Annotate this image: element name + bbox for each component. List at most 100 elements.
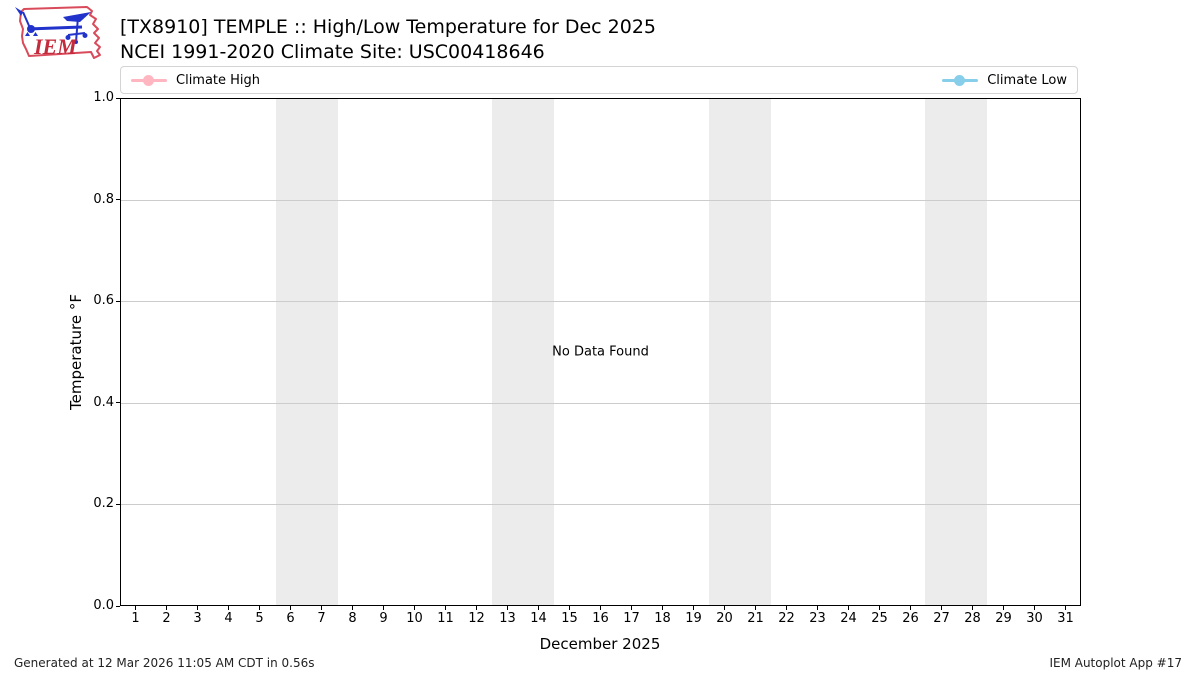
x-tick-label: 16 (592, 611, 609, 626)
x-tick-label: 4 (224, 611, 233, 626)
x-tick-label: 1 (131, 611, 140, 626)
x-tick-mark (352, 606, 353, 610)
x-tick-mark (786, 606, 787, 610)
x-tick-label: 26 (902, 611, 919, 626)
x-tick-mark (1065, 606, 1066, 610)
x-tick-mark (228, 606, 229, 610)
chart-title: [TX8910] TEMPLE :: High/Low Temperature … (120, 16, 657, 38)
x-tick-label: 23 (809, 611, 826, 626)
y-tick-label: 0.2 (93, 496, 114, 512)
legend-label-climate-high: Climate High (176, 72, 261, 88)
chart-subtitle: NCEI 1991-2020 Climate Site: USC00418646 (120, 41, 545, 63)
x-tick-label: 19 (685, 611, 702, 626)
x-tick-mark (724, 606, 725, 610)
x-tick-label: 25 (871, 611, 888, 626)
x-tick-mark (1034, 606, 1035, 610)
x-tick-label: 10 (406, 611, 423, 626)
x-tick-label: 24 (840, 611, 857, 626)
iem-logo: IEM (15, 6, 101, 59)
y-tick-mark (116, 402, 120, 404)
x-tick-label: 30 (1026, 611, 1043, 626)
y-axis-label: Temperature °F (67, 294, 85, 410)
no-data-message: No Data Found (552, 344, 649, 360)
x-tick-label: 11 (437, 611, 454, 626)
y-tick-label: 1.0 (93, 90, 114, 105)
x-tick-mark (693, 606, 694, 610)
app-credit: IEM Autoplot App #17 (1049, 656, 1182, 670)
x-tick-label: 27 (933, 611, 950, 626)
x-tick-mark (135, 606, 136, 610)
generated-timestamp: Generated at 12 Mar 2026 11:05 AM CDT in… (14, 656, 315, 670)
x-tick-mark (755, 606, 756, 610)
x-tick-mark (879, 606, 880, 610)
x-tick-mark (414, 606, 415, 610)
weather-vane-glyph (15, 7, 91, 44)
y-tick-label: 0.8 (93, 191, 114, 207)
x-tick-label: 15 (561, 611, 578, 626)
x-tick-mark (383, 606, 384, 610)
x-axis-label: December 2025 (539, 635, 661, 653)
x-tick-mark (259, 606, 260, 610)
x-tick-label: 9 (379, 611, 388, 626)
y-tick-label: 0.0 (93, 598, 114, 613)
x-tick-mark (166, 606, 167, 610)
x-tick-mark (569, 606, 570, 610)
weekend-shading-band (492, 99, 555, 605)
x-tick-mark (476, 606, 477, 610)
x-tick-mark (290, 606, 291, 610)
legend-label-climate-low: Climate Low (987, 72, 1067, 88)
x-tick-mark (941, 606, 942, 610)
x-tick-mark (662, 606, 663, 610)
title-block: [TX8910] TEMPLE :: High/Low Temperature … (120, 15, 656, 65)
x-tick-label: 6 (286, 611, 295, 626)
y-tick-label: 0.6 (93, 293, 114, 309)
x-tick-mark (910, 606, 911, 610)
x-tick-label: 14 (530, 611, 547, 626)
weekend-shading-band (708, 99, 771, 605)
iem-logo-text: IEM (33, 34, 78, 59)
y-tick-mark (116, 300, 120, 302)
iowa-outline (19, 6, 101, 59)
legend-item-climate-high: Climate High (131, 73, 260, 88)
y-tick-mark (116, 97, 120, 99)
x-tick-label: 29 (995, 611, 1012, 626)
x-tick-label: 21 (747, 611, 764, 626)
x-tick-label: 28 (964, 611, 981, 626)
x-tick-label: 31 (1057, 611, 1074, 626)
y-tick-label: 0.4 (93, 394, 114, 410)
y-gridline (121, 200, 1080, 202)
x-tick-mark (538, 606, 539, 610)
x-tick-label: 2 (162, 611, 171, 626)
weekend-shading-band (925, 99, 988, 605)
plot-area: No Data Found (120, 98, 1081, 606)
y-tick-mark (116, 199, 120, 201)
x-tick-mark (197, 606, 198, 610)
x-tick-label: 5 (255, 611, 264, 626)
x-tick-mark (445, 606, 446, 610)
x-tick-mark (817, 606, 818, 610)
x-tick-mark (321, 606, 322, 610)
x-tick-label: 7 (317, 611, 326, 626)
x-tick-label: 8 (348, 611, 357, 626)
x-tick-mark (1003, 606, 1004, 610)
x-tick-label: 3 (193, 611, 202, 626)
y-tick-mark (116, 605, 120, 607)
x-tick-label: 22 (778, 611, 795, 626)
x-tick-mark (972, 606, 973, 610)
climate-high-line-marker (131, 74, 167, 86)
x-tick-mark (631, 606, 632, 610)
x-tick-label: 12 (468, 611, 485, 626)
x-tick-mark (600, 606, 601, 610)
x-tick-label: 13 (499, 611, 516, 626)
legend: Climate High Climate Low (120, 66, 1078, 94)
y-tick-mark (116, 503, 120, 505)
y-gridline (121, 503, 1080, 505)
legend-item-climate-low: Climate Low (942, 73, 1067, 88)
x-tick-label: 18 (654, 611, 671, 626)
climate-low-line-marker (942, 74, 979, 86)
x-tick-mark (507, 606, 508, 610)
y-gridline (121, 301, 1080, 303)
x-tick-label: 20 (716, 611, 733, 626)
y-gridline (121, 402, 1080, 404)
